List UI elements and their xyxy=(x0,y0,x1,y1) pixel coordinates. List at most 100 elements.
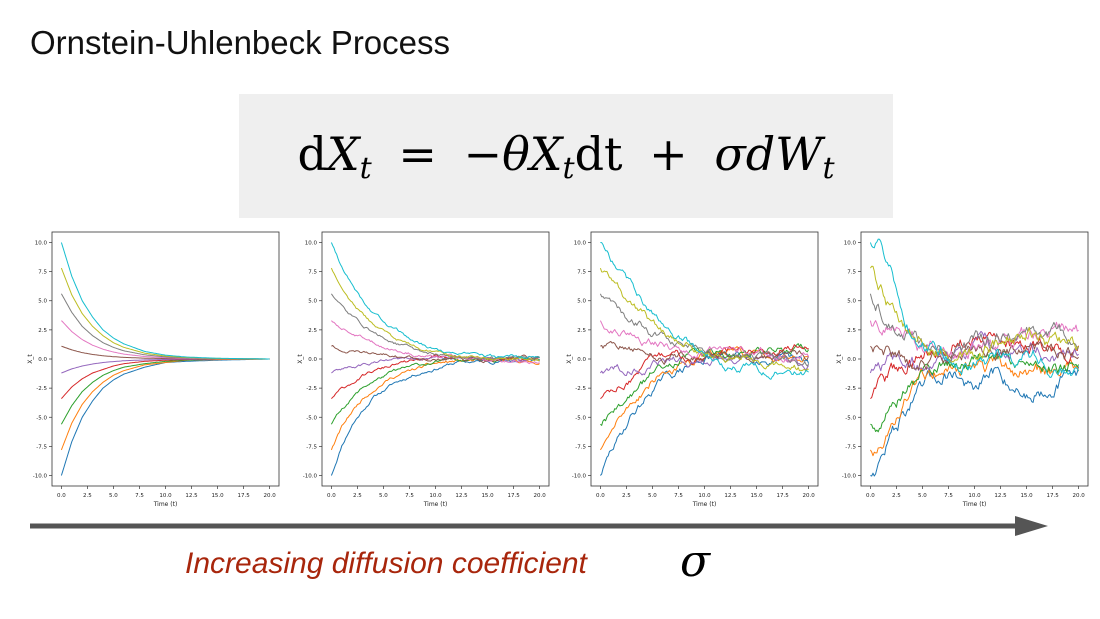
chart-3: 0.0 2.5 5.0 7.5 10.0 12.5 15.0 17.5 20.0 -10.0 -7.… xyxy=(566,231,819,508)
slide-title: Ornstein-Uhlenbeck Process xyxy=(30,24,451,61)
y-tick-label: -5.0 xyxy=(306,415,317,421)
x-tick-label: 2.5 xyxy=(622,493,631,499)
eq-sub-t2: t xyxy=(562,150,575,186)
y-tick-label: 7.5 xyxy=(38,270,47,276)
x-tick-label: 12.5 xyxy=(185,493,198,499)
series-line xyxy=(869,238,1080,378)
x-tick-label: 12.5 xyxy=(724,493,737,499)
series-line xyxy=(331,320,540,365)
plot-sigma-1: 0.0 2.5 5.0 7.5 10.0 12.5 15.0 17.5 20.0 -10.0 -7.… xyxy=(25,224,285,509)
y-tick-label: 5.0 xyxy=(847,299,856,305)
y-tick-label: 10.0 xyxy=(305,240,318,246)
x-tick-label: 20.0 xyxy=(1073,493,1086,499)
eq-x2: X xyxy=(529,126,563,181)
series-line xyxy=(599,293,810,367)
y-tick-label: -2.5 xyxy=(575,386,586,392)
caption-text: Increasing diffusion coefficient xyxy=(185,547,587,580)
y-tick-label: -10.0 xyxy=(33,474,48,480)
y-axis-label: X_t xyxy=(27,354,34,364)
y-axis-label: X_t xyxy=(566,354,573,364)
y-tick-label: 0.0 xyxy=(38,357,47,363)
x-tick-label: 5.0 xyxy=(648,493,657,499)
equation-box: dXt = −θXtdt + σdWt xyxy=(239,94,893,218)
x-tick-label: 0.0 xyxy=(596,493,605,499)
series-line xyxy=(600,242,809,380)
series-line xyxy=(330,358,540,476)
y-tick-label: 10.0 xyxy=(844,240,857,246)
x-tick-label: 0.0 xyxy=(866,493,875,499)
chart-4: 0.0 2.5 5.0 7.5 10.0 12.5 15.0 17.5 20.0 -10.0 -7.… xyxy=(836,231,1089,508)
x-tick-label: 15.0 xyxy=(481,493,494,499)
y-tick-label: 7.5 xyxy=(847,270,856,276)
x-tick-label: 10.0 xyxy=(429,493,442,499)
y-tick-label: -7.5 xyxy=(306,444,317,450)
y-tick-label: -10.0 xyxy=(572,474,587,480)
x-axis-label: Time (t) xyxy=(153,501,178,508)
y-tick-label: -2.5 xyxy=(845,386,856,392)
y-tick-label: 0.0 xyxy=(577,357,586,363)
y-tick-label: 5.0 xyxy=(308,299,317,305)
y-tick-label: -7.5 xyxy=(575,444,586,450)
eq-x: X xyxy=(326,126,360,181)
y-tick-label: 0.0 xyxy=(847,357,856,363)
x-tick-label: 2.5 xyxy=(353,493,362,499)
series-line xyxy=(330,242,540,359)
x-tick-label: 12.5 xyxy=(994,493,1007,499)
y-tick-label: 7.5 xyxy=(308,270,317,276)
x-tick-label: 10.0 xyxy=(968,493,981,499)
x-tick-label: 10.0 xyxy=(159,493,172,499)
y-tick-label: -5.0 xyxy=(36,415,47,421)
x-tick-label: 0.0 xyxy=(327,493,336,499)
x-tick-label: 10.0 xyxy=(698,493,711,499)
series-line xyxy=(330,267,540,362)
eq-sub-t3: t xyxy=(822,150,835,186)
series-line xyxy=(870,366,1080,477)
y-tick-label: -5.0 xyxy=(575,415,586,421)
x-tick-label: 17.5 xyxy=(1046,493,1059,499)
y-tick-label: 5.0 xyxy=(577,299,586,305)
x-tick-label: 7.5 xyxy=(944,493,953,499)
y-axis-label: X_t xyxy=(836,354,843,364)
x-tick-label: 17.5 xyxy=(507,493,520,499)
x-tick-label: 12.5 xyxy=(455,493,468,499)
series-line xyxy=(599,267,809,372)
y-axis-label: X_t xyxy=(297,354,304,364)
y-tick-label: 2.5 xyxy=(847,328,856,334)
x-tick-label: 7.5 xyxy=(674,493,683,499)
sde-equation: dXt = −θXtdt + σdWt xyxy=(297,127,834,186)
eq-minus: − xyxy=(463,126,503,181)
y-tick-label: 10.0 xyxy=(574,240,587,246)
eq-d: d xyxy=(297,126,327,181)
x-tick-label: 15.0 xyxy=(750,493,763,499)
x-tick-label: 7.5 xyxy=(135,493,144,499)
y-tick-label: -7.5 xyxy=(36,444,47,450)
y-tick-label: -10.0 xyxy=(303,474,318,480)
y-tick-label: 5.0 xyxy=(38,299,47,305)
x-tick-label: 17.5 xyxy=(237,493,250,499)
x-tick-label: 15.0 xyxy=(1020,493,1033,499)
eq-sigma: σ xyxy=(714,126,746,181)
x-axis-label: Time (t) xyxy=(423,501,448,508)
series-line xyxy=(599,354,810,376)
x-tick-label: 5.0 xyxy=(109,493,118,499)
y-tick-label: -7.5 xyxy=(845,444,856,450)
plot-sigma-3: 0.0 2.5 5.0 7.5 10.0 12.5 15.0 17.5 20.0 -10.0 -7.… xyxy=(564,224,824,509)
x-tick-label: 2.5 xyxy=(892,493,901,499)
progression-arrow xyxy=(30,516,1048,536)
series-line xyxy=(870,350,1080,433)
plot-sigma-4: 0.0 2.5 5.0 7.5 10.0 12.5 15.0 17.5 20.0 -10.0 -7.… xyxy=(834,224,1094,509)
eq-dt: dt xyxy=(574,126,623,181)
chart-1: 0.0 2.5 5.0 7.5 10.0 12.5 15.0 17.5 20.0 -10.0 -7.… xyxy=(27,231,280,508)
y-tick-label: 2.5 xyxy=(38,328,47,334)
y-tick-label: -10.0 xyxy=(842,474,857,480)
series-line xyxy=(869,354,1080,457)
plot-sigma-2: 0.0 2.5 5.0 7.5 10.0 12.5 15.0 17.5 20.0 -10.0 -7.… xyxy=(295,224,555,509)
x-axis-label: Time (t) xyxy=(692,501,717,508)
arrow-head xyxy=(1015,516,1048,536)
x-tick-label: 7.5 xyxy=(405,493,414,499)
x-tick-label: 5.0 xyxy=(379,493,388,499)
series-line xyxy=(869,330,1079,374)
y-tick-label: 10.0 xyxy=(35,240,48,246)
x-tick-label: 17.5 xyxy=(776,493,789,499)
x-tick-label: 5.0 xyxy=(918,493,927,499)
